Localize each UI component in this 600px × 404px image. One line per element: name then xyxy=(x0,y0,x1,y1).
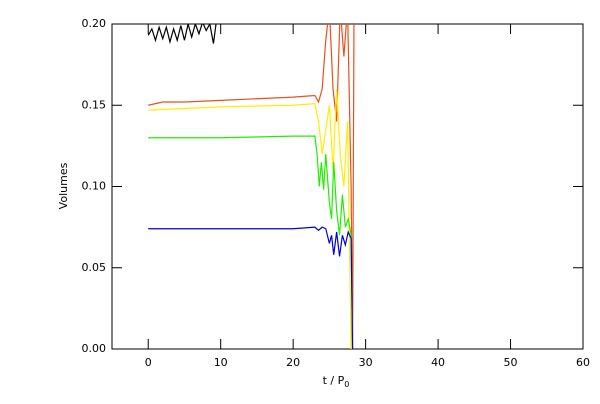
y-tick-label: 0.15 xyxy=(82,98,107,111)
x-tick-label: 60 xyxy=(576,356,590,369)
y-tick-label: 0.10 xyxy=(82,180,107,193)
series-line xyxy=(148,135,354,349)
series-line xyxy=(147,24,217,45)
y-axis-label: Volumes xyxy=(57,162,70,209)
x-tick-label: 30 xyxy=(359,356,373,369)
y-tick-label: 0.20 xyxy=(82,17,107,30)
y-tick-label: 0.00 xyxy=(82,342,107,355)
x-tick-label: 0 xyxy=(145,356,152,369)
x-axis-label: t / P0 xyxy=(323,374,350,389)
x-label-main: t / P xyxy=(323,374,345,387)
x-tick-label: 20 xyxy=(286,356,300,369)
x-tick-label: 50 xyxy=(504,356,518,369)
series-line xyxy=(148,24,355,349)
x-tick-label: 40 xyxy=(431,356,445,369)
series-line xyxy=(148,226,354,349)
series-line xyxy=(148,88,352,349)
plot-frame xyxy=(111,23,584,350)
x-tick-label: 10 xyxy=(214,356,228,369)
x-label-subscript: 0 xyxy=(344,380,349,389)
y-tick-label: 0.05 xyxy=(82,261,107,274)
plot-lines xyxy=(147,24,355,349)
